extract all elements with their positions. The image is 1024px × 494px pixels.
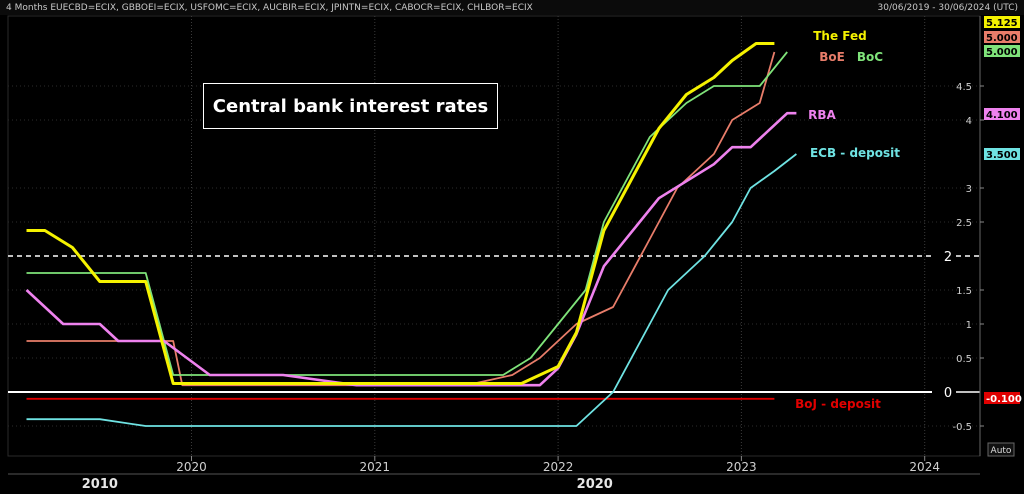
last-value-badge-ecb <box>984 148 1020 160</box>
x-tick-label: 2020 <box>176 460 207 474</box>
y-tick-label: 3 <box>966 184 972 195</box>
last-value-ecb: 3.500 <box>986 150 1018 161</box>
last-value-badge-boc <box>984 45 1020 57</box>
series-line-boe <box>26 51 776 387</box>
last-value-rba: 4.100 <box>986 110 1018 121</box>
chart-title: Central bank interest rates <box>203 83 498 129</box>
series-labels: The Fed BoE BoC RBA ECB - deposit BoJ - depos… <box>795 16 1022 411</box>
last-value-boc: 5.000 <box>986 47 1018 58</box>
series-label-ecb: ECB - deposit <box>810 146 900 160</box>
decade-label: 2010 <box>82 477 118 492</box>
reference-line-label: 0 <box>944 386 952 401</box>
grid-layer <box>8 16 980 456</box>
series-label-rba: RBA <box>808 108 836 122</box>
last-value-badge-boe <box>984 31 1020 43</box>
series-label-boc: BoC <box>857 50 883 64</box>
series-label-boe: BoE <box>819 50 845 64</box>
y-tick-label: 4 <box>966 116 972 127</box>
auto-scale-label[interactable]: Auto <box>991 446 1012 456</box>
series-line-boc <box>26 51 788 376</box>
auto-scale-box <box>987 442 1015 457</box>
series-label-boj: BoJ - deposit <box>795 397 881 411</box>
header-bar: 4 Months EUECBD=ECIX, GBBOEI=ECIX, USFOM… <box>0 0 1024 15</box>
y-tick-label: 1.5 <box>956 286 972 297</box>
series-line-rba <box>25 111 797 387</box>
date-range: 30/06/2019 - 30/06/2024 (UTC) <box>877 2 1018 13</box>
last-value-badge-boj <box>984 392 1020 404</box>
y-tick-label: 0.5 <box>956 354 972 365</box>
last-value-boe: 5.000 <box>986 33 1018 44</box>
series-layer <box>25 42 797 427</box>
y-tick-label: 2.5 <box>956 218 972 229</box>
axis-layer: 2020 2021 2022 2023 20244.5432.51.510.5-0.52… <box>8 16 984 492</box>
y-tick-label: 4.5 <box>956 82 972 93</box>
last-value-fed: 5.125 <box>986 18 1018 29</box>
series-line-ecb <box>26 153 797 427</box>
y-tick-label: -0.5 <box>952 422 972 433</box>
decade-label: 2020 <box>577 477 613 492</box>
reference-line-label: 2 <box>944 250 952 265</box>
x-tick-label: 2023 <box>726 460 757 474</box>
series-label-fed: The Fed <box>813 29 866 43</box>
last-value-badge-fed <box>984 16 1020 28</box>
x-tick-label: 2021 <box>360 460 391 474</box>
last-value-badge-rba <box>984 108 1020 120</box>
last-value-boj: -0.100 <box>986 394 1022 405</box>
reference-lines: 20 <box>8 250 980 401</box>
ticker-list: 4 Months EUECBD=ECIX, GBBOEI=ECIX, USFOM… <box>6 2 533 13</box>
series-line-fed <box>26 42 775 385</box>
plot-frame <box>7 15 981 457</box>
y-tick-label: 1 <box>966 320 972 331</box>
x-tick-label: 2022 <box>543 460 574 474</box>
x-tick-label: 2024 <box>909 460 940 474</box>
